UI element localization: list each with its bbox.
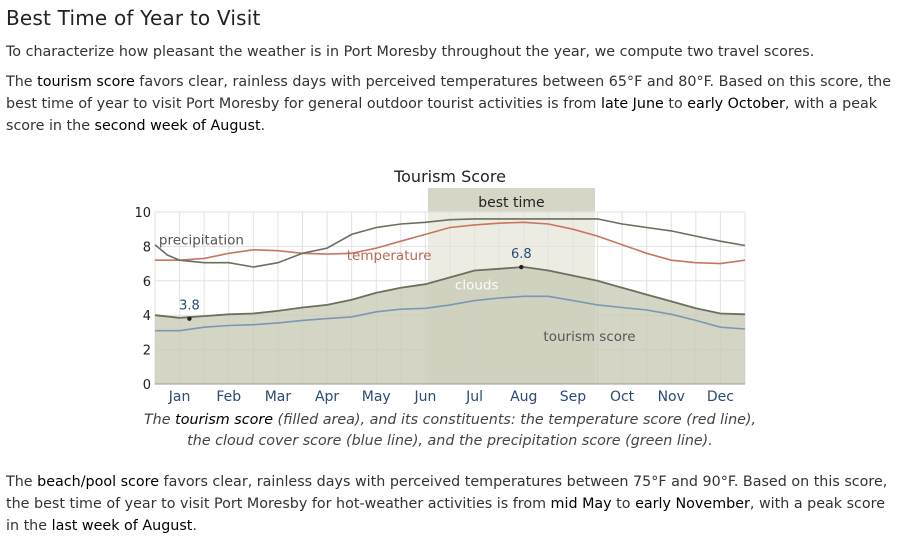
y-tick-label: 4 bbox=[143, 309, 151, 324]
x-tick-label: Nov bbox=[658, 389, 685, 405]
peak-marker bbox=[519, 264, 524, 270]
x-tick-label: Apr bbox=[315, 389, 339, 405]
best-time-header bbox=[427, 188, 596, 212]
data-label: 3.8 bbox=[179, 299, 200, 314]
x-tick-label: May bbox=[362, 389, 391, 405]
data-label: 6.8 bbox=[511, 247, 532, 262]
series-label: temperature bbox=[347, 248, 432, 264]
y-tick-label: 0 bbox=[143, 378, 151, 393]
y-tick-label: 2 bbox=[143, 344, 151, 359]
x-tick-label: Dec bbox=[707, 389, 734, 405]
x-tick-label: Jan bbox=[168, 389, 191, 405]
beach-score-term: beach/pool score bbox=[37, 474, 160, 490]
tourism-score-term: tourism score bbox=[37, 74, 135, 90]
x-tick-label: Sep bbox=[560, 389, 587, 405]
peak-marker bbox=[187, 316, 192, 321]
y-tick-label: 10 bbox=[134, 206, 151, 221]
caption-tourism-score: tourism score bbox=[175, 412, 274, 428]
series-label: precipitation bbox=[159, 233, 244, 249]
y-tick-label: 8 bbox=[143, 240, 151, 255]
precipitation-line bbox=[154, 218, 746, 268]
beach-peak-week: last week of August bbox=[51, 518, 193, 534]
series-label: clouds bbox=[455, 277, 499, 293]
beach-paragraph: The beach/pool score favors clear, rainl… bbox=[6, 474, 888, 534]
x-tick-label: Mar bbox=[265, 389, 292, 405]
x-tick-label: Oct bbox=[610, 389, 635, 405]
series-label: tourism score bbox=[543, 329, 635, 345]
best-time-label: best time bbox=[478, 195, 544, 211]
beach-best-end: early November bbox=[635, 496, 750, 512]
peak-week: second week of August bbox=[94, 118, 261, 134]
x-tick-label: Aug bbox=[510, 389, 537, 405]
y-tick-label: 6 bbox=[143, 275, 151, 290]
beach-best-start: mid May bbox=[550, 496, 612, 512]
clouds-line bbox=[155, 295, 746, 332]
temperature-line bbox=[155, 221, 746, 265]
tourism-paragraph: The tourism score favors clear, rainless… bbox=[6, 74, 892, 134]
x-tick-label: Jun bbox=[413, 389, 436, 405]
x-tick-label: Jul bbox=[465, 389, 483, 405]
chart-caption: The tourism score (filled area), and its… bbox=[143, 412, 757, 449]
x-tick-label: Feb bbox=[216, 389, 241, 405]
best-end: early October bbox=[687, 96, 785, 112]
best-start: late June bbox=[600, 96, 664, 112]
chart-title: Tourism Score bbox=[393, 167, 506, 186]
tourism-score-line bbox=[154, 266, 746, 319]
intro-paragraph: To characterize how pleasant the weather… bbox=[6, 44, 815, 60]
tourism-score-area bbox=[155, 267, 745, 384]
section-heading: Best Time of Year to Visit bbox=[6, 6, 261, 30]
